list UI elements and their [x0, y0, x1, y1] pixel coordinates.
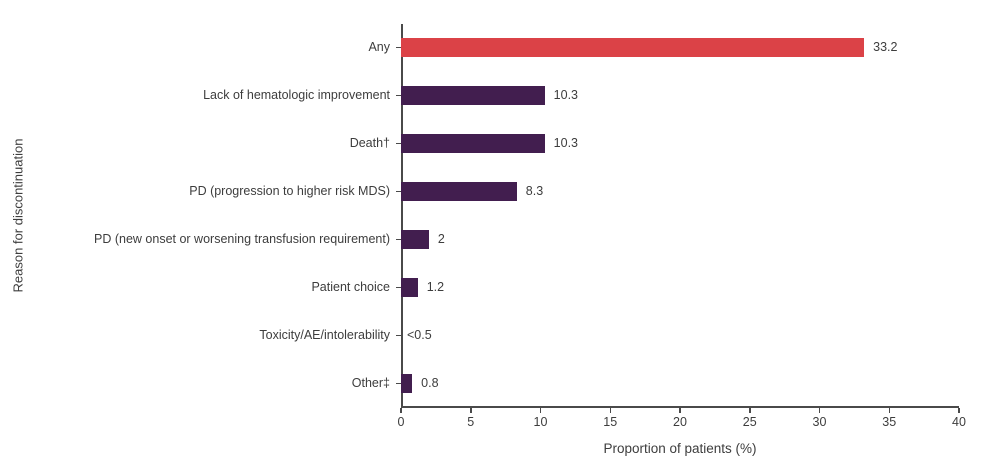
- bar-segment: [401, 278, 418, 297]
- x-axis-tick: [609, 408, 611, 413]
- x-axis-tick: [470, 408, 472, 413]
- category-label: PD (new onset or worsening transfusion r…: [94, 232, 390, 246]
- value-label: 33.2: [873, 40, 898, 54]
- x-axis-tick: [958, 408, 960, 413]
- y-axis-tick: [396, 334, 401, 337]
- x-axis-title: Proportion of patients (%): [603, 441, 757, 456]
- x-axis-tick-label: 5: [467, 415, 475, 429]
- y-axis-tick: [396, 286, 401, 289]
- x-axis-tick-label: 40: [952, 415, 966, 429]
- x-axis-tick-label: 25: [742, 415, 757, 429]
- category-label: PD (progression to higher risk MDS): [189, 184, 390, 198]
- x-axis-tick-label: 0: [397, 415, 405, 429]
- bar-segment: [401, 86, 545, 105]
- value-label: 1.2: [426, 280, 445, 294]
- bar-segment: [401, 374, 413, 393]
- x-axis-tick: [818, 408, 821, 413]
- category-label: Any: [368, 40, 390, 54]
- x-axis-tick: [539, 408, 542, 413]
- x-axis-tick: [679, 408, 681, 413]
- x-axis-tick: [749, 408, 751, 413]
- category-label: Death†: [349, 136, 390, 150]
- x-axis-tick: [400, 408, 402, 413]
- y-axis-tick: [396, 190, 401, 193]
- value-label: 10.3: [553, 136, 579, 150]
- bar-segment: [401, 182, 517, 201]
- y-axis-tick: [396, 94, 401, 97]
- plot-area: [401, 24, 959, 408]
- value-label: <0.5: [407, 328, 432, 342]
- y-axis-title: Reason for discontinuation: [10, 138, 26, 293]
- x-axis-tick-label: 20: [673, 415, 687, 429]
- bar-segment: [401, 230, 429, 249]
- value-label: 8.3: [525, 184, 544, 198]
- y-axis-tick: [396, 238, 401, 241]
- category-label: Other‡: [351, 376, 390, 390]
- bar-any-highlight: [401, 38, 865, 57]
- bar-segment: [401, 134, 545, 153]
- y-axis-tick: [396, 382, 401, 385]
- category-label: Lack of hematologic improvement: [203, 88, 390, 102]
- x-axis-tick: [888, 408, 890, 413]
- category-label: Patient choice: [311, 280, 390, 294]
- y-axis-tick: [396, 46, 401, 49]
- value-label: 2: [437, 232, 445, 246]
- value-label: 10.3: [553, 88, 579, 102]
- x-axis-tick-label: 30: [812, 415, 827, 429]
- category-label: Toxicity/AE/intolerability: [259, 328, 390, 342]
- x-axis-tick-label: 35: [882, 415, 897, 429]
- y-axis-tick: [396, 142, 401, 145]
- x-axis-tick-label: 10: [533, 415, 548, 429]
- x-axis-tick-label: 15: [603, 415, 618, 429]
- value-label: 0.8: [421, 376, 439, 390]
